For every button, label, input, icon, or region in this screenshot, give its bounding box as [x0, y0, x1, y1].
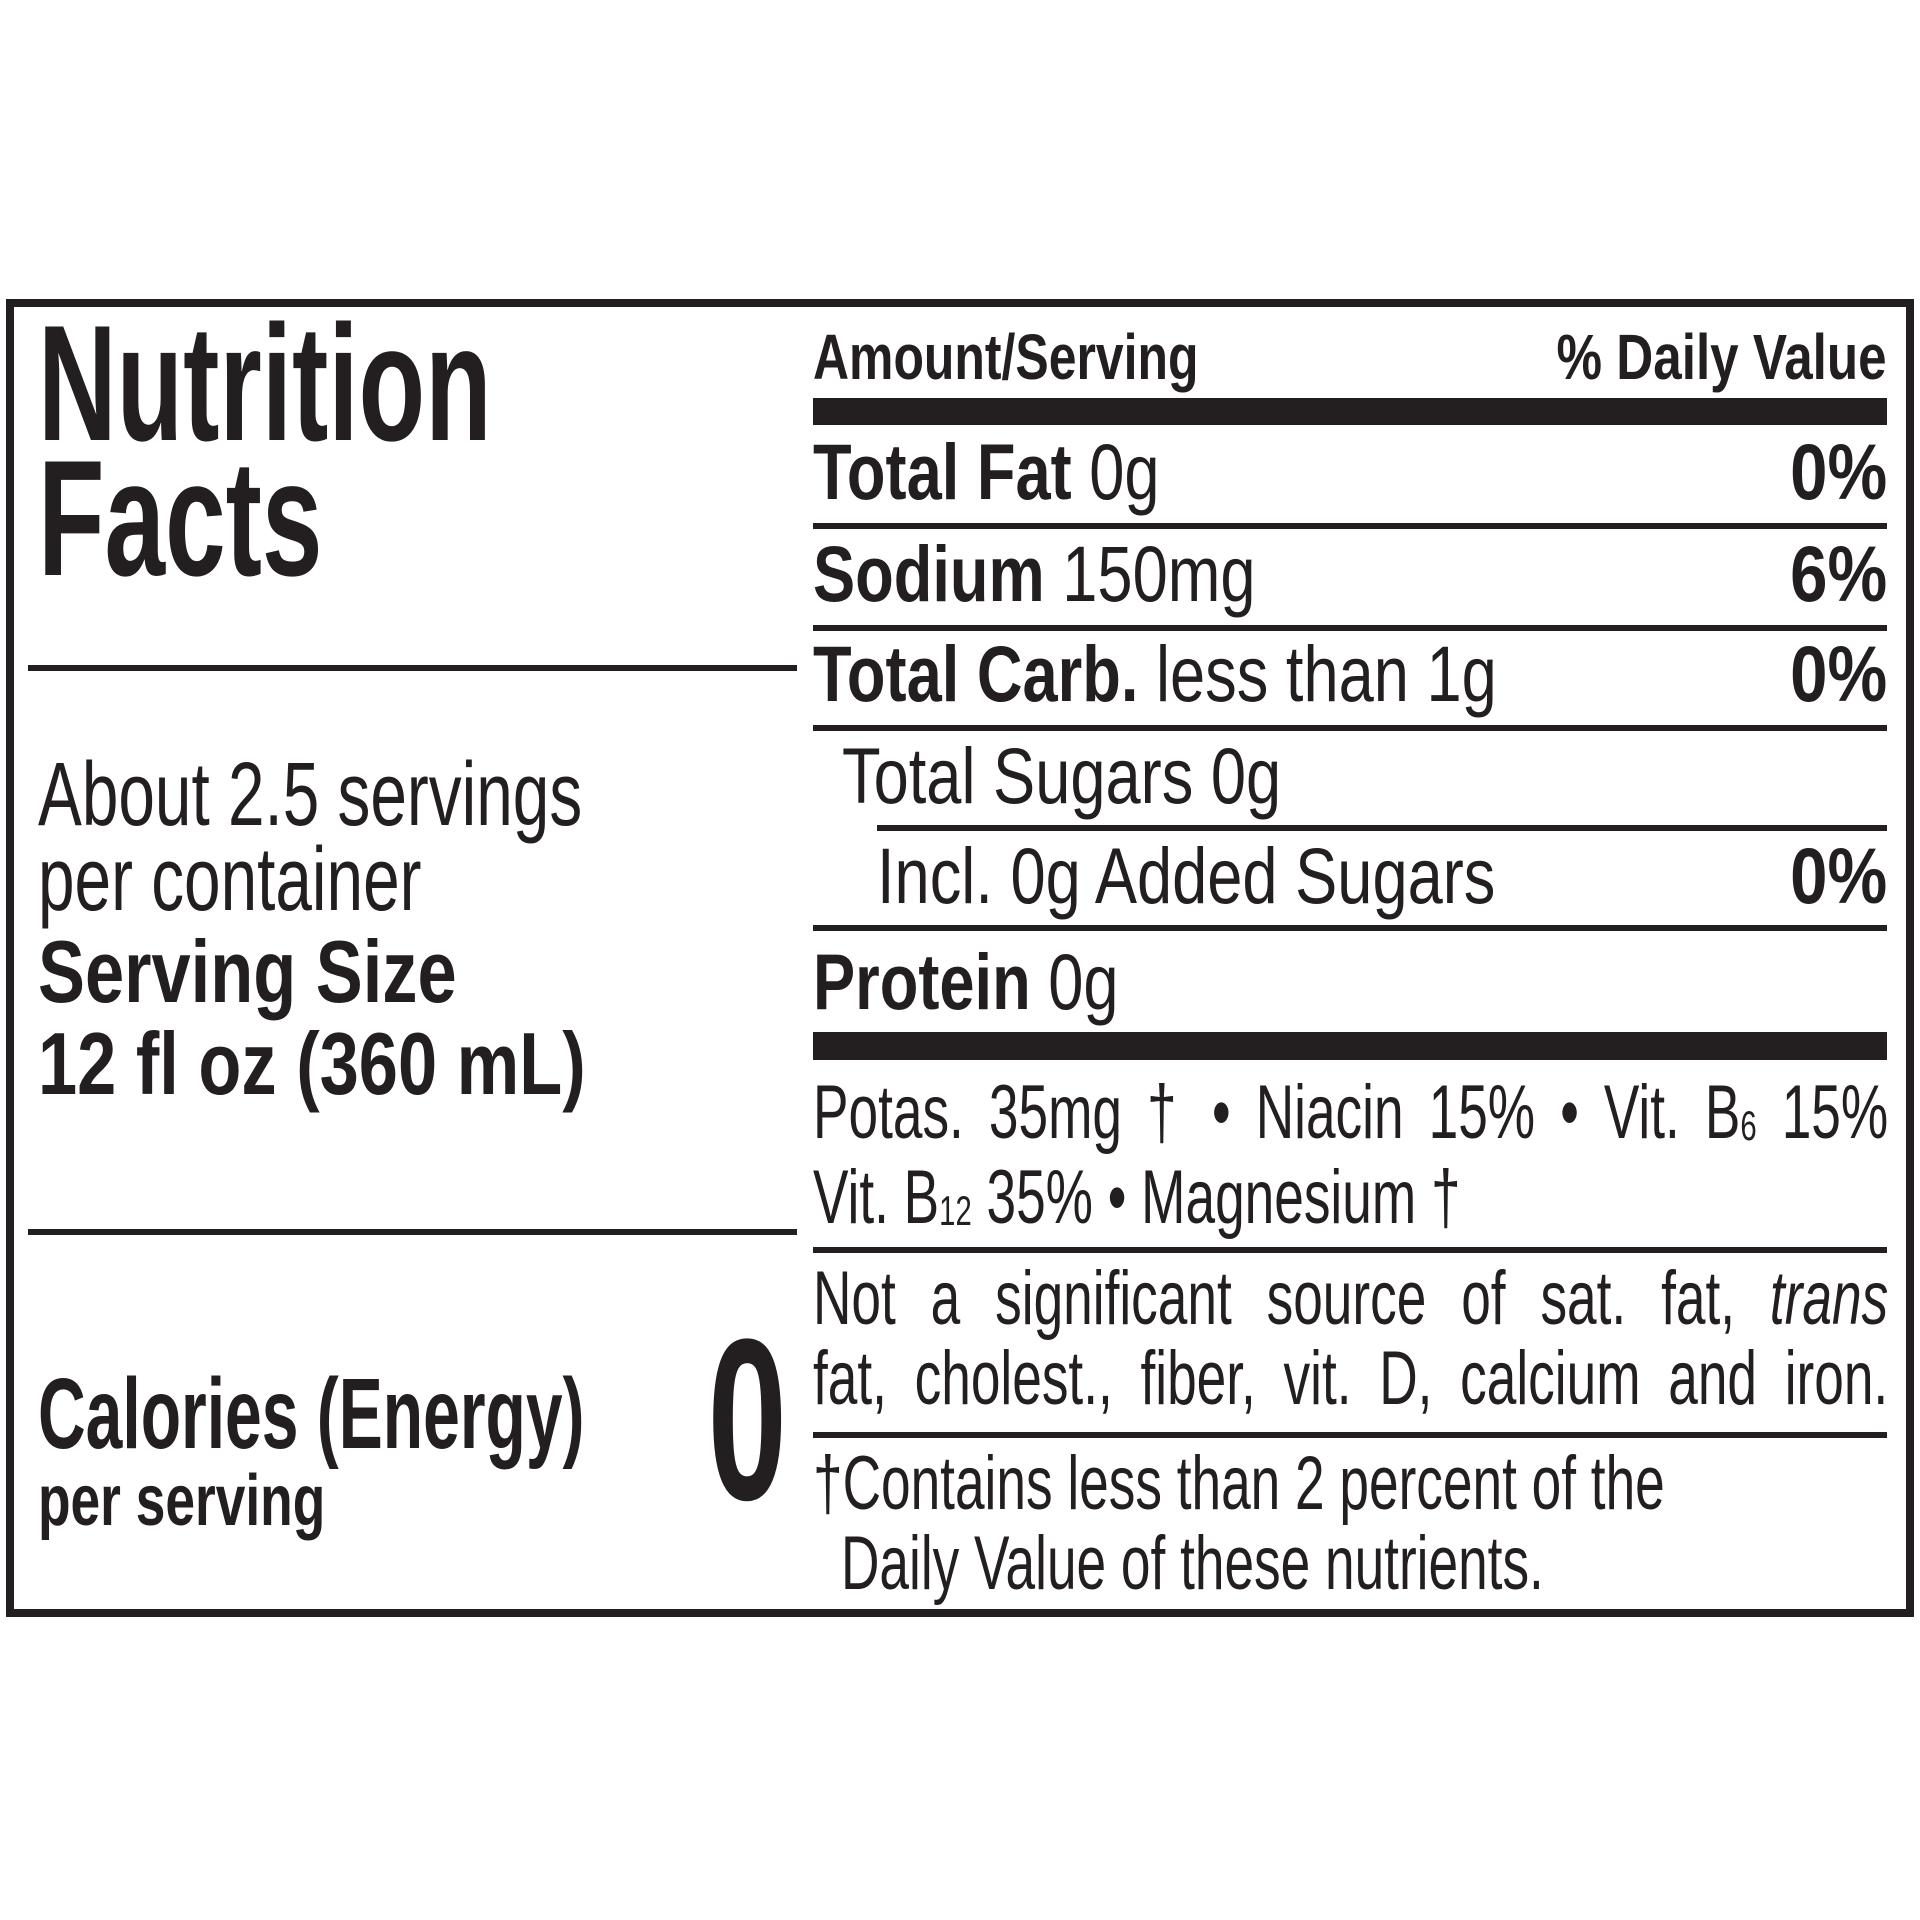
nutrient-daily-value: 0% — [1789, 629, 1887, 718]
nutrient-name: Total Carb. — [813, 629, 1139, 718]
serving-size-value: 12 fl oz (360 mL) — [38, 1014, 586, 1113]
row-divider — [813, 725, 1887, 731]
calories-label: Calories (Energy) — [38, 1358, 585, 1470]
row-divider — [813, 1247, 1887, 1253]
vitamin-b12-subscript: 12 — [939, 1187, 972, 1235]
left-divider-top — [28, 665, 797, 671]
row-total-carb: Total Carb. less than 1g 0% — [813, 634, 1887, 713]
row-divider — [813, 1432, 1887, 1438]
row-divider — [813, 523, 1887, 529]
micronutrients-line2: Vit. B12 35% • Magnesium † — [813, 1155, 1461, 1240]
row-divider-indented — [877, 825, 1887, 831]
row-added-sugars: Incl. 0g Added Sugars 0% — [877, 836, 1887, 915]
servings-line2: per container — [38, 830, 422, 930]
nutrient-amount: 150mg — [1062, 529, 1256, 618]
label-title-line2: Facts — [38, 426, 323, 610]
nutrient-name: Protein — [813, 937, 1031, 1026]
servings-per-container: About 2.5 servings per container — [38, 745, 783, 930]
nutrient-daily-value: 0% — [1789, 427, 1887, 516]
disclaimer: Not a significant source of sat. fat, tr… — [813, 1259, 1920, 1419]
calories-value: 0 — [707, 1291, 787, 1548]
micronutrients: Potas. 35mg † • Niacin 15% • Vit. B6 15%… — [813, 1070, 1920, 1240]
nutrient-daily-value: 0% — [1789, 831, 1887, 920]
servings-line1: About 2.5 servings — [38, 745, 583, 845]
serving-size-label: Serving Size — [38, 922, 457, 1021]
nutrient-name: Total Fat — [813, 427, 1072, 516]
row-protein: Protein 0g — [813, 942, 1887, 1021]
serving-size: Serving Size 12 fl oz (360 mL) — [38, 926, 723, 1110]
nutrient-amount: less than 1g — [1155, 629, 1497, 718]
calories-unit: per serving — [38, 1461, 326, 1541]
thick-bar-top — [813, 398, 1887, 425]
row-sodium: Sodium 150mg 6% — [813, 534, 1887, 613]
nutrient-name: Total Sugars — [842, 731, 1194, 820]
nutrient-amount: 0g — [1210, 731, 1282, 820]
amount-serving-header: Amount/Serving — [813, 321, 1199, 393]
nutrition-facts-panel: Nutrition Facts About 2.5 servings per c… — [6, 299, 1914, 1617]
nutrient-daily-value: 6% — [1789, 529, 1887, 618]
micronutrients-line1: Potas. 35mg † • Niacin 15% • Vit. B6 15% — [813, 1070, 1889, 1155]
daily-value-header: % Daily Value — [1556, 321, 1887, 393]
footnote-line1: †Contains less than 2 percent of the — [813, 1441, 1665, 1526]
nutrient-amount: 0g — [1048, 937, 1119, 1026]
trans-italic: trans — [1769, 1256, 1889, 1341]
label-title: Nutrition Facts — [38, 291, 725, 610]
column-header-row: Amount/Serving % Daily Value — [813, 325, 1887, 389]
nutrient-name: Incl. 0g Added Sugars — [877, 831, 1496, 920]
footnote: †Contains less than 2 percent of the Dai… — [813, 1444, 1920, 1604]
nutrient-amount: 0g — [1089, 427, 1160, 516]
label-title-line1: Nutrition — [38, 291, 492, 475]
nutrient-name: Sodium — [813, 529, 1045, 618]
disclaimer-line2: fat, cholest., fiber, vit. D, calcium an… — [813, 1336, 1889, 1421]
footnote-line2: Daily Value of these nutrients. — [841, 1521, 1544, 1606]
row-total-sugars: Total Sugars 0g — [842, 736, 1887, 815]
row-divider — [813, 625, 1887, 631]
row-total-fat: Total Fat 0g 0% — [813, 432, 1887, 511]
thick-bar-bottom — [813, 1032, 1887, 1060]
vitamin-b6-subscript: 6 — [1740, 1102, 1757, 1150]
row-divider — [813, 925, 1887, 931]
left-divider-bottom — [28, 1229, 797, 1235]
disclaimer-line1: Not a significant source of sat. fat, tr… — [813, 1256, 1889, 1341]
